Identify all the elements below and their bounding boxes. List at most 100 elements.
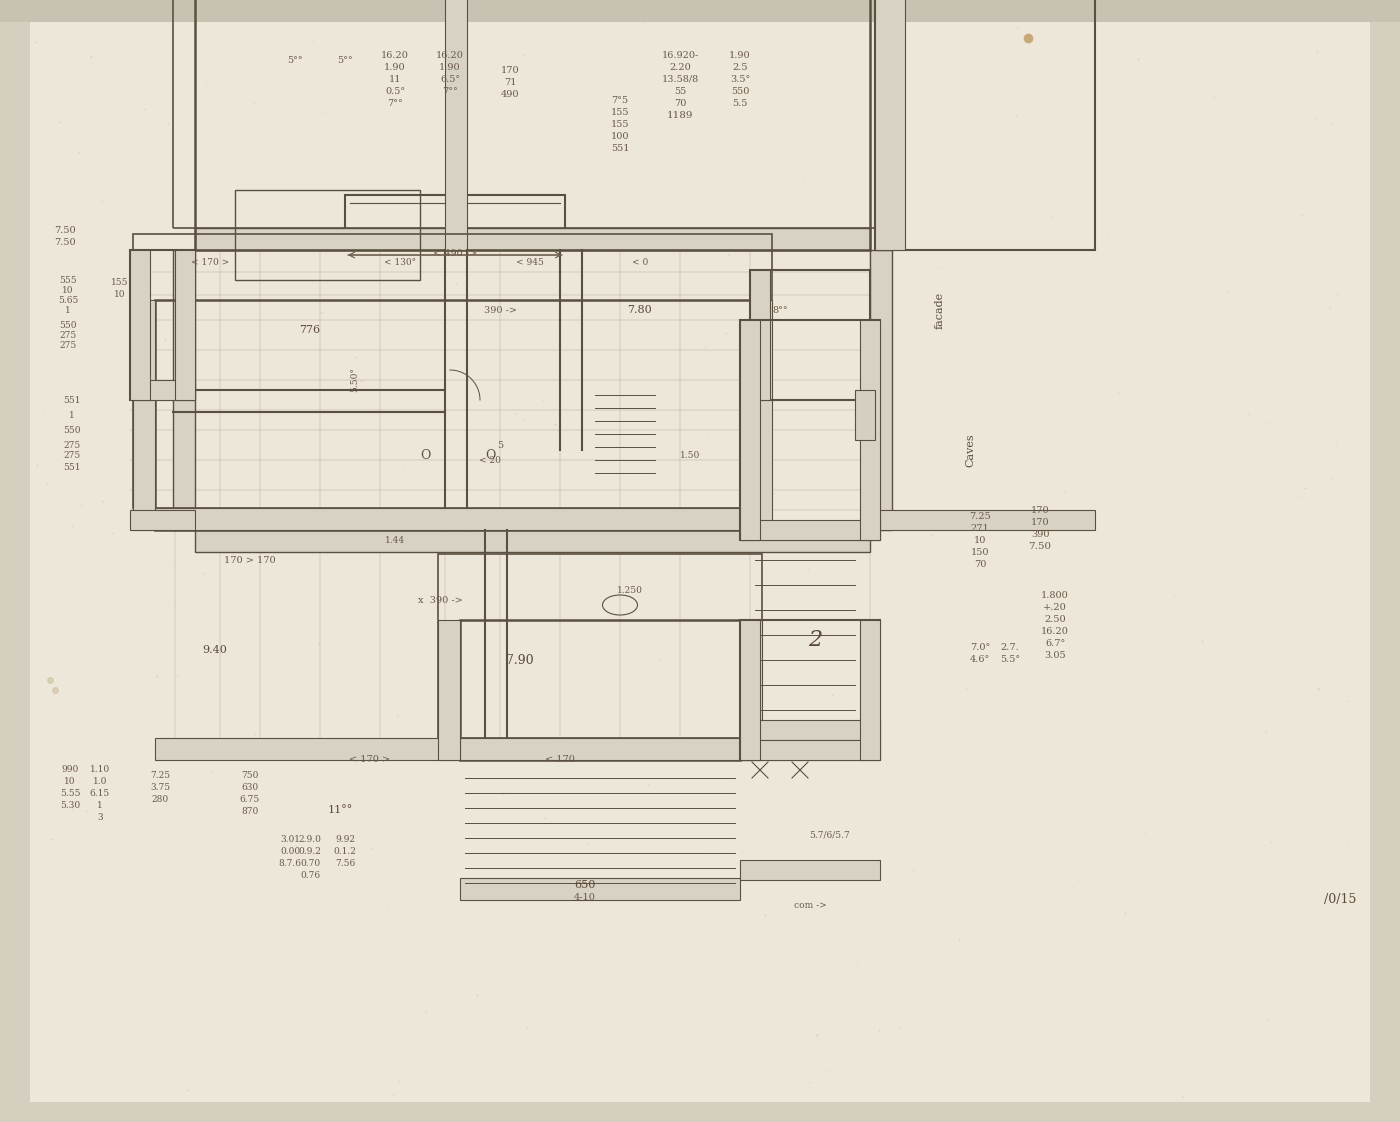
Bar	[875, 0, 1095, 250]
Text: 5.7/6/5.7: 5.7/6/5.7	[809, 830, 850, 839]
Text: 555: 555	[59, 276, 77, 285]
Bar	[130, 250, 150, 401]
Bar	[741, 620, 881, 760]
Bar	[1371, 0, 1400, 1122]
Bar	[445, 0, 468, 250]
Bar	[461, 879, 741, 900]
Text: 7.25: 7.25	[969, 512, 991, 521]
Bar	[741, 519, 881, 540]
Text: 5.5°: 5.5°	[1000, 655, 1021, 664]
Bar	[875, 0, 904, 250]
Bar	[130, 380, 195, 401]
Text: < 945: < 945	[517, 258, 545, 267]
Text: 3: 3	[97, 813, 102, 822]
Text: < 0: < 0	[631, 258, 648, 267]
Text: 7°°: 7°°	[388, 99, 403, 108]
Text: < 490 ->: < 490 ->	[433, 248, 477, 258]
Bar	[741, 620, 760, 760]
Text: 7.50: 7.50	[55, 238, 76, 247]
Text: 5.50°: 5.50°	[350, 368, 360, 393]
Text: 6.5°: 6.5°	[440, 74, 461, 83]
Bar	[741, 741, 881, 760]
Bar	[130, 250, 150, 401]
Text: 271: 271	[970, 524, 990, 533]
Text: 100: 100	[610, 131, 629, 140]
Bar	[155, 738, 750, 760]
Bar	[741, 741, 881, 760]
Text: 1.90: 1.90	[729, 50, 750, 59]
Text: O: O	[420, 449, 430, 461]
Text: 2.7.: 2.7.	[1001, 644, 1019, 653]
Text: +.20: +.20	[1043, 603, 1067, 611]
Bar	[741, 620, 762, 760]
Text: < 20: < 20	[479, 456, 501, 465]
Bar	[175, 250, 195, 401]
Text: 7.90: 7.90	[507, 653, 533, 666]
Text: 2.20: 2.20	[669, 63, 690, 72]
Bar	[438, 620, 461, 760]
Text: 5.65: 5.65	[57, 295, 78, 304]
Bar	[461, 879, 741, 900]
Text: 5.30: 5.30	[60, 801, 80, 810]
Text: 5°°: 5°°	[287, 55, 302, 64]
Text: 390 ->: 390 ->	[483, 305, 517, 314]
Bar	[155, 508, 750, 530]
Bar	[860, 620, 881, 760]
Bar	[195, 0, 869, 250]
Text: 490: 490	[501, 90, 519, 99]
Text: 7.56: 7.56	[335, 859, 356, 868]
Text: 7.80: 7.80	[627, 305, 652, 315]
Bar	[175, 250, 195, 401]
Text: < 170 >: < 170 >	[190, 258, 230, 267]
Text: 1.800: 1.800	[1042, 590, 1068, 599]
Text: < 170 >: < 170 >	[350, 755, 391, 764]
Bar	[155, 300, 750, 530]
Text: 16.920-: 16.920-	[661, 50, 699, 59]
Text: 7.50: 7.50	[1029, 542, 1051, 551]
Bar	[855, 390, 875, 440]
Text: 1: 1	[97, 801, 102, 810]
Text: 11: 11	[389, 74, 402, 83]
Text: 1.10: 1.10	[90, 765, 111, 774]
Text: 0.76: 0.76	[300, 872, 321, 881]
Bar	[750, 270, 770, 401]
Text: 2.5: 2.5	[732, 63, 748, 72]
Text: 1.44: 1.44	[385, 535, 405, 544]
Bar	[860, 320, 881, 540]
Bar	[741, 720, 881, 741]
Text: 275: 275	[59, 340, 77, 349]
Bar	[195, 228, 869, 250]
Bar	[741, 320, 760, 540]
Text: 10: 10	[115, 289, 126, 298]
Text: 650: 650	[574, 880, 595, 890]
Bar	[461, 738, 741, 760]
Text: 16.20: 16.20	[435, 50, 463, 59]
Text: 155: 155	[111, 277, 129, 286]
Text: com ->: com ->	[794, 901, 826, 910]
Text: 750: 750	[241, 771, 259, 780]
Text: 13.58/8: 13.58/8	[661, 74, 699, 83]
Text: 0.5°: 0.5°	[385, 86, 405, 95]
Text: 7.50: 7.50	[55, 226, 76, 234]
Text: 155: 155	[610, 120, 629, 129]
Text: 1: 1	[66, 305, 71, 314]
Bar	[130, 511, 195, 530]
Text: 4.6°: 4.6°	[970, 655, 990, 664]
Text: 70: 70	[974, 560, 986, 569]
Text: 6.75: 6.75	[239, 794, 260, 803]
Text: 551: 551	[63, 395, 81, 405]
Text: 870: 870	[241, 807, 259, 816]
Text: < 170: < 170	[545, 755, 575, 764]
Text: 550: 550	[731, 86, 749, 95]
Text: 1.250: 1.250	[617, 586, 643, 595]
Text: 551: 551	[63, 462, 81, 471]
Text: Caves: Caves	[965, 433, 974, 467]
Text: 275: 275	[63, 451, 81, 460]
Text: 0.00: 0.00	[280, 847, 300, 856]
Bar	[875, 0, 904, 250]
Text: 1.90: 1.90	[440, 63, 461, 72]
Text: 9.92: 9.92	[335, 836, 356, 845]
Text: 0.1.2: 0.1.2	[333, 847, 357, 856]
Text: 170: 170	[1030, 506, 1050, 515]
Bar	[869, 250, 892, 530]
